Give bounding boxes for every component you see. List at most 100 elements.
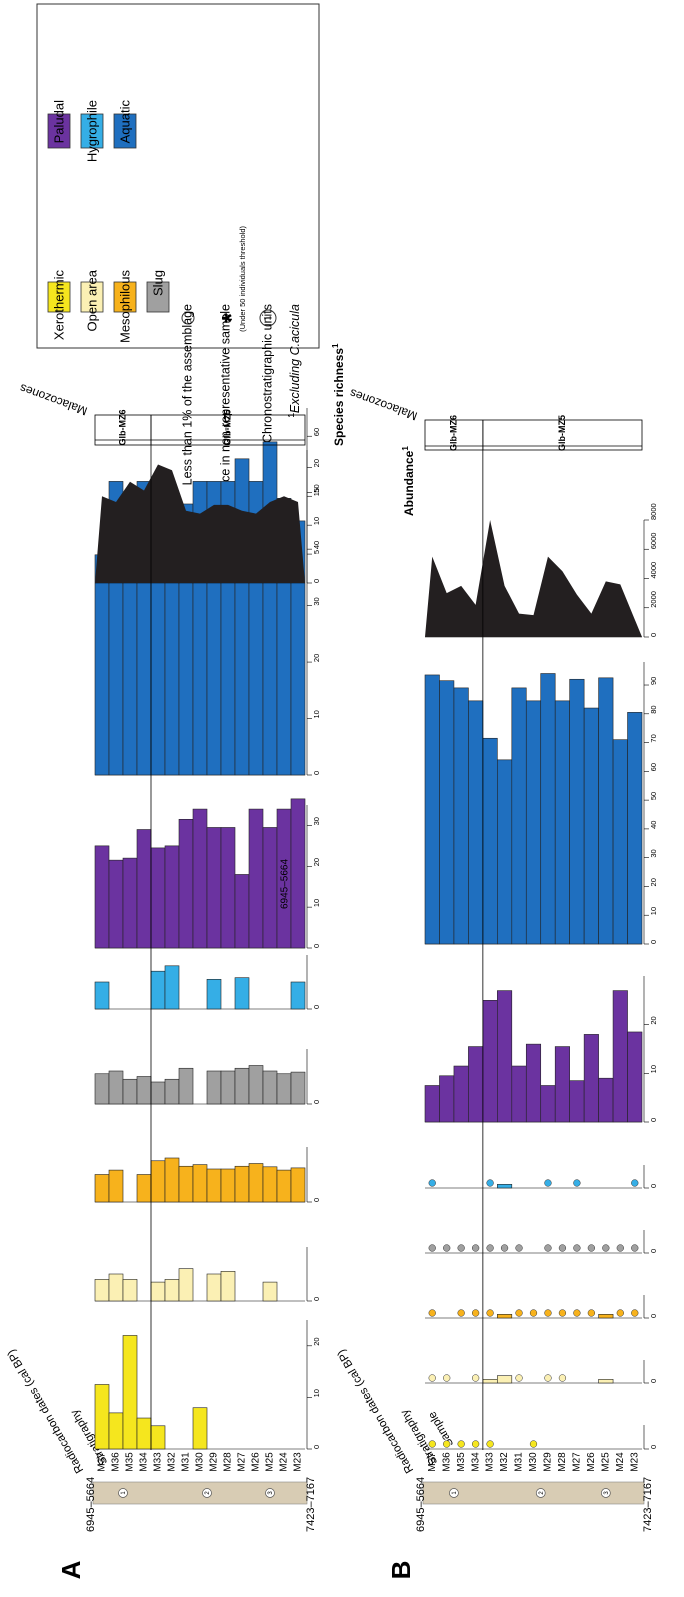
tick-label: 90	[649, 677, 658, 685]
tick-label: 0	[649, 940, 658, 944]
tick-label: 80	[649, 705, 658, 713]
bar-mark	[583, 1034, 599, 1123]
legend-label-open-area: Open area	[84, 269, 99, 331]
dot-mark	[515, 1244, 523, 1252]
bar-mark	[164, 965, 180, 1010]
bar-mark	[497, 759, 513, 945]
bar-mark	[262, 1166, 278, 1203]
legend-label-mesophilous: Mesophilous	[117, 270, 132, 343]
sample-label: M25	[600, 1452, 611, 1472]
bar-mark	[511, 687, 527, 945]
bar-mark	[150, 970, 166, 1010]
date-bottom: 7423–7167	[642, 1477, 654, 1532]
tick-label: 0	[312, 1297, 321, 1301]
bar-mark	[136, 1076, 152, 1105]
sample-label: M32	[167, 1452, 178, 1472]
bar-mark	[262, 1070, 278, 1105]
chrono-unit-circle-icon	[259, 309, 277, 327]
bar-mark	[424, 1085, 440, 1123]
column-species-richness: 0 5 10 15 20	[95, 450, 321, 584]
bar-mark	[482, 737, 498, 945]
bar-mark	[248, 1163, 264, 1203]
tick-label: 10	[312, 1389, 321, 1397]
column-paludal: 0 10 20 30	[94, 798, 321, 949]
dot-mark	[428, 1244, 436, 1252]
chrono-unit-label-2: 2	[539, 1491, 545, 1495]
tick-label: 5	[312, 550, 321, 554]
tick-label: 6000	[649, 533, 658, 550]
tick-label: 10	[649, 1065, 658, 1073]
bar-mark	[136, 1174, 152, 1203]
bar-mark	[94, 1174, 110, 1203]
dot-mark	[631, 1309, 639, 1317]
dot-mark	[486, 1309, 494, 1317]
bar-mark	[497, 990, 513, 1123]
bar-mark	[276, 1073, 292, 1105]
tick-label: 0	[649, 1445, 658, 1449]
legend-label-aquatic: Aquatic	[117, 100, 132, 144]
dot-mark	[544, 1374, 552, 1382]
legend-non-representative-note: (Under 50 individuals threshold)	[238, 225, 247, 331]
bar-mark	[220, 1271, 236, 1302]
dot-mark	[573, 1244, 581, 1252]
bar-mark	[164, 845, 180, 949]
tick-label: 30	[312, 817, 321, 825]
bar-mark	[627, 712, 643, 945]
bar-mark	[234, 1165, 250, 1203]
tick-label: 20	[649, 878, 658, 886]
sample-label: M34	[139, 1452, 150, 1472]
tick-label: 50	[649, 792, 658, 800]
dot-mark	[544, 1179, 552, 1187]
bar-mark	[108, 1412, 124, 1450]
tick-label: 10	[312, 710, 321, 718]
bar-mark	[497, 1184, 513, 1189]
bar-mark	[150, 847, 166, 949]
tick-label: 0	[312, 944, 321, 948]
bar-mark	[612, 990, 628, 1123]
bar-mark	[122, 1335, 138, 1450]
bar-mark	[192, 808, 208, 949]
bar-mark	[453, 1065, 469, 1123]
area-mark	[425, 520, 642, 637]
bar-mark	[248, 1065, 264, 1105]
sample-label: M24	[615, 1452, 626, 1472]
bar-mark	[94, 1279, 110, 1302]
chrono-unit-1	[449, 1488, 459, 1498]
bar-mark	[136, 829, 152, 949]
legend-swatch-slug	[146, 281, 170, 313]
chrono-unit-2	[535, 1488, 546, 1498]
bar-mark	[276, 1169, 292, 1203]
chrono-unit-label-3: 3	[268, 1491, 274, 1495]
sample-label: M25	[265, 1452, 276, 1472]
tick-label: 10	[312, 899, 321, 907]
sample-label: M32	[499, 1452, 510, 1472]
stratigraphy-strip	[422, 1481, 645, 1505]
bar-mark	[164, 1157, 180, 1203]
tick-label: 20	[312, 1337, 321, 1345]
bar-mark	[525, 1043, 542, 1123]
dot-mark	[457, 1440, 465, 1448]
bar-mark	[612, 739, 628, 945]
bar-mark	[290, 1167, 306, 1203]
dot-mark	[443, 1440, 451, 1448]
bar-mark	[525, 700, 542, 945]
chrono-unit-1	[118, 1488, 128, 1498]
column-paludal: 0 10 20	[424, 976, 658, 1123]
legend-chrono-units: Chronostratigraphic units	[260, 304, 274, 443]
bar-mark	[178, 1067, 194, 1105]
tick-label: 40	[649, 821, 658, 829]
chrono-unit-3	[265, 1488, 275, 1498]
dot-mark	[486, 1179, 494, 1187]
bar-mark	[164, 1279, 180, 1302]
bar-mark	[206, 827, 222, 949]
stray-date-label: 6945–5664	[280, 859, 291, 909]
tick-label: 20	[312, 654, 321, 662]
dot-mark	[616, 1244, 624, 1252]
sample-label: M35	[456, 1452, 467, 1472]
bar-mark	[262, 827, 278, 949]
bar-mark	[206, 1168, 222, 1203]
dot-mark	[558, 1374, 567, 1382]
malacozone-label: Glb-MZ6	[448, 415, 458, 451]
column-mesophilous: 0	[425, 1295, 658, 1319]
